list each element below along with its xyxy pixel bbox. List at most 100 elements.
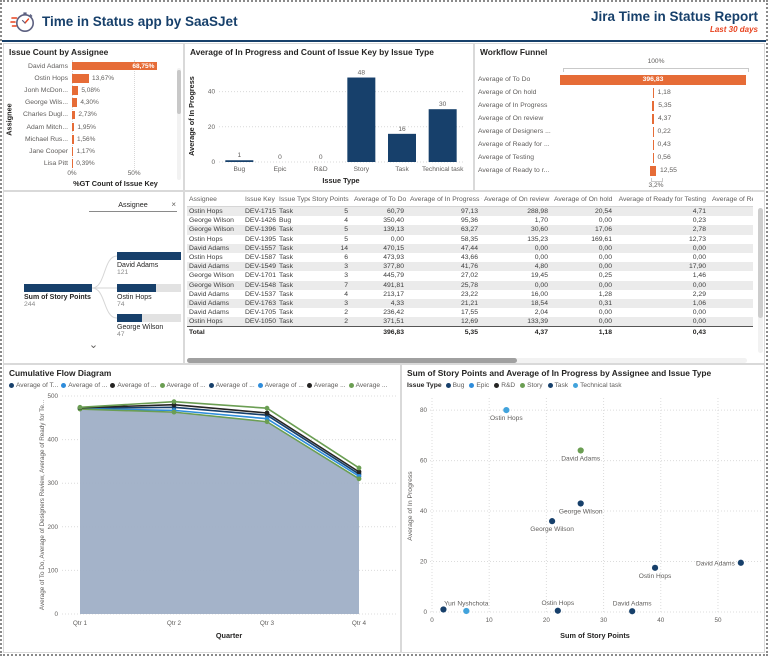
close-icon[interactable]: × <box>171 200 176 209</box>
panel-issue-count[interactable]: Issue Count by Assignee David Adams 68,75… <box>3 43 184 191</box>
cfd-point[interactable] <box>356 465 362 471</box>
column-header[interactable]: Average of On hold <box>552 194 616 207</box>
table-row[interactable]: George Wilson DEV-1701 Task 3 445,79 27,02 19,… <box>187 271 753 281</box>
legend-item[interactable]: Epic <box>469 382 489 389</box>
cfd-point[interactable] <box>77 404 83 410</box>
table-row[interactable]: Ostin Hops DEV-1050 Task 2 371,51 12,69 133,39… <box>187 317 753 327</box>
panel-status-table[interactable]: Assignee Issue Key Issue Type Story Points A… <box>184 191 765 364</box>
column-header[interactable]: Average of Ready for Testing <box>616 194 710 207</box>
scatter-point[interactable] <box>629 608 636 615</box>
tree-node[interactable]: David Adams 121 <box>117 252 181 276</box>
table-row[interactable]: George Wilson DEV-1396 Task 5 139,13 63,27 30,… <box>187 225 753 235</box>
legend-item[interactable]: Average of ... <box>208 382 255 389</box>
cfd-line[interactable] <box>79 400 360 469</box>
legend-item[interactable]: Technical task <box>573 382 622 389</box>
funnel-bar[interactable] <box>652 126 654 137</box>
column-header[interactable]: Average of Read <box>710 194 753 207</box>
funnel-bar[interactable] <box>652 152 654 163</box>
cfd-point[interactable] <box>264 410 270 416</box>
cfd-line[interactable] <box>79 403 360 473</box>
cfd-point[interactable] <box>171 409 177 415</box>
scrollbar-thumb[interactable] <box>177 70 181 114</box>
funnel-bar[interactable] <box>651 100 655 111</box>
vertical-scrollbar[interactable] <box>758 208 763 353</box>
column-header[interactable]: Story Points <box>310 194 352 207</box>
tree-node[interactable]: Ostin Hops 74 <box>117 284 181 308</box>
table-row[interactable]: George Wilson DEV-1426 Bug 4 350,40 95,36 1,70… <box>187 216 753 226</box>
cfd-line[interactable] <box>79 408 360 480</box>
cfd-line[interactable] <box>79 406 360 475</box>
bar[interactable]: 68,75% <box>72 61 158 71</box>
scatter-point[interactable] <box>440 606 447 613</box>
cfd-point[interactable] <box>356 476 362 482</box>
bar[interactable] <box>225 160 254 162</box>
column-header[interactable]: Average of To Do <box>352 194 408 207</box>
cfd-point[interactable] <box>264 405 270 411</box>
column-header[interactable]: Assignee <box>187 194 243 207</box>
panel-decomposition-tree[interactable]: Assignee × Sum of Story Points 244 David Ada… <box>3 191 184 364</box>
tree-node[interactable]: Sum of Story Points 244 <box>24 284 92 308</box>
bar[interactable] <box>72 159 74 168</box>
bar[interactable] <box>428 109 457 162</box>
table-row[interactable]: David Adams DEV-1763 Task 3 4,33 21,21 18,54 0,… <box>187 298 753 309</box>
bar[interactable] <box>72 110 76 120</box>
cfd-point[interactable] <box>356 469 362 475</box>
legend-item[interactable]: R&D <box>494 382 515 389</box>
scatter-point[interactable] <box>737 559 744 566</box>
legend-item[interactable]: Average of ... <box>159 382 206 389</box>
table-row[interactable]: Ostin Hops DEV-1395 Task 5 0,00 58,35 135,23 16… <box>187 234 753 244</box>
panel-scatter[interactable]: Sum of Story Points and Average of In Pr… <box>401 364 765 653</box>
table-row[interactable]: David Adams DEV-1537 Task 4 213,17 23,22 16,00… <box>187 289 753 299</box>
funnel-bar[interactable] <box>650 165 656 176</box>
scatter-point[interactable] <box>577 447 584 454</box>
bar[interactable] <box>72 147 74 156</box>
legend-item[interactable]: Bug <box>445 382 464 389</box>
column-header[interactable]: Issue Type <box>277 194 310 207</box>
scatter-point[interactable] <box>503 406 510 414</box>
cfd-point[interactable] <box>171 399 177 405</box>
funnel-bar[interactable] <box>651 113 655 124</box>
scrollbar-thumb[interactable] <box>187 358 517 363</box>
funnel-bar[interactable] <box>560 74 746 85</box>
panel-workflow-funnel[interactable]: Workflow Funnel 100% Average of To Do 396,… <box>474 43 765 191</box>
table-row[interactable]: Ostin Hops DEV-1587 Task 6 473,93 43,66 0,00 0,… <box>187 252 753 263</box>
legend-item[interactable]: Average of ... <box>110 382 157 389</box>
legend-item[interactable]: Average of ... <box>61 382 107 389</box>
scatter-point[interactable] <box>463 607 470 615</box>
column-header[interactable]: Average of On review <box>482 194 552 207</box>
panel-avg-by-type[interactable]: Average of In Progress and Count of Issu… <box>184 43 474 191</box>
tree-node[interactable]: George Wilson 47 <box>117 314 181 338</box>
cfd-area[interactable] <box>80 409 359 614</box>
table-row[interactable]: Ostin Hops DEV-1715 Task 5 60,79 97,13 288,98 2… <box>187 206 753 217</box>
column-header[interactable]: Average of In Progress ▼ <box>408 194 482 207</box>
scrollbar-thumb[interactable] <box>758 208 763 318</box>
funnel-bar[interactable] <box>652 139 654 150</box>
legend-item[interactable]: Average of ... <box>257 382 304 389</box>
bar[interactable] <box>72 134 74 144</box>
scatter-point[interactable] <box>554 607 561 614</box>
scatter-point[interactable] <box>549 518 556 525</box>
bar[interactable] <box>72 98 78 107</box>
table-row[interactable]: David Adams DEV-1549 Task 3 377,80 41,76 4,80 0… <box>187 262 753 272</box>
vertical-scrollbar[interactable] <box>177 68 181 180</box>
legend-item[interactable]: Average ... <box>306 382 346 389</box>
funnel-bar[interactable] <box>652 87 654 98</box>
horizontal-scrollbar[interactable] <box>187 358 747 363</box>
bar[interactable] <box>72 122 75 132</box>
table-row[interactable]: George Wilson DEV-1548 Task 7 491,81 25,78 0,0… <box>187 280 753 290</box>
bar[interactable] <box>72 86 79 95</box>
bar[interactable] <box>72 73 89 83</box>
cfd-line[interactable] <box>79 407 360 477</box>
cfd-point[interactable] <box>264 419 270 425</box>
legend-item[interactable]: Story <box>520 382 543 389</box>
table-row[interactable]: David Adams DEV-1557 Task 14 470,15 47,44 0,00… <box>187 243 753 253</box>
bar[interactable] <box>388 133 416 162</box>
panel-cumulative-flow[interactable]: Cumulative Flow Diagram Average of T... A… <box>3 364 401 653</box>
tree-expand-chevron[interactable]: ⌄ <box>88 339 99 351</box>
table-row[interactable]: David Adams DEV-1705 Task 2 236,42 17,55 2,04 0… <box>187 308 753 318</box>
legend-item[interactable]: Task <box>547 382 568 389</box>
tree-field-header[interactable]: Assignee × <box>89 200 177 212</box>
scatter-point[interactable] <box>577 500 584 507</box>
scatter-point[interactable] <box>651 564 659 571</box>
legend-item[interactable]: Average ... <box>348 382 387 389</box>
